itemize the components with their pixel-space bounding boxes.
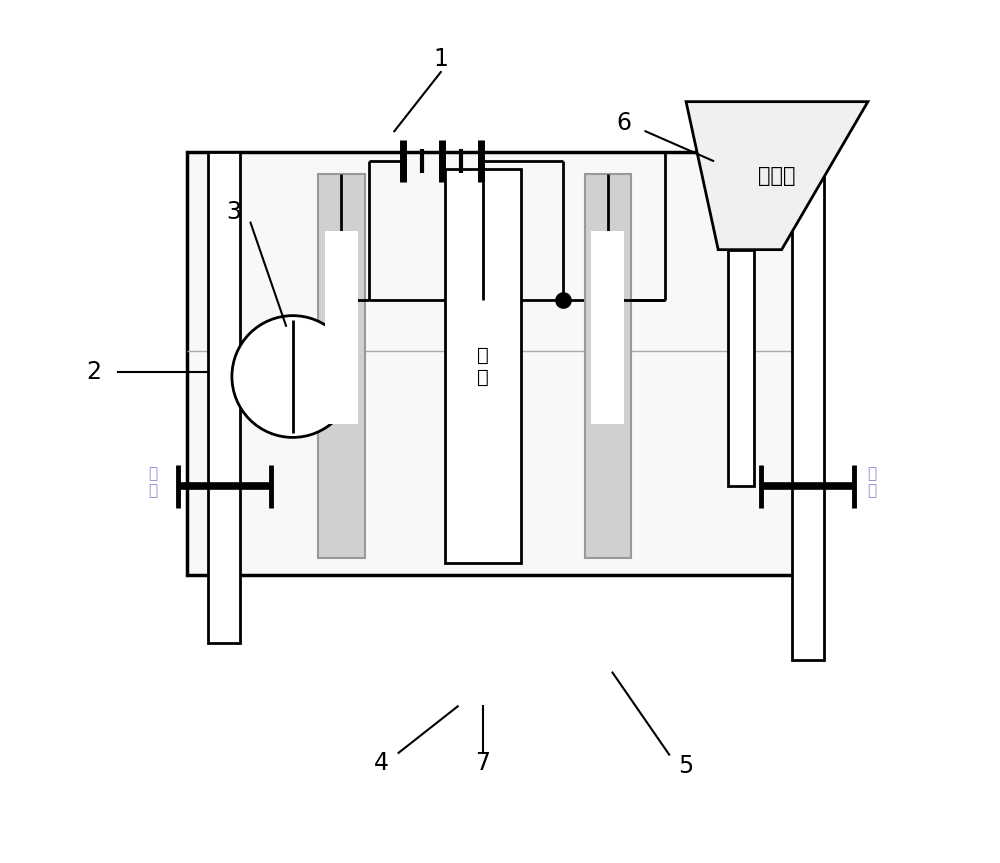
Text: 阀
门: 阀 门 bbox=[868, 466, 877, 499]
Bar bbox=[591, 231, 624, 424]
Text: 阀
门: 阀 门 bbox=[149, 466, 158, 499]
Text: 3: 3 bbox=[226, 199, 241, 224]
Bar bbox=[792, 153, 824, 660]
Bar bbox=[325, 231, 358, 424]
Text: 4: 4 bbox=[374, 751, 389, 775]
Text: 铝
箔: 铝 箔 bbox=[477, 345, 489, 387]
Bar bbox=[318, 173, 365, 558]
Text: 2: 2 bbox=[87, 360, 102, 384]
Text: 6: 6 bbox=[617, 110, 632, 135]
Bar bbox=[208, 153, 240, 643]
Polygon shape bbox=[686, 102, 868, 249]
Text: 5: 5 bbox=[678, 753, 694, 778]
Bar bbox=[728, 249, 754, 487]
Text: 7: 7 bbox=[476, 751, 491, 775]
Bar bbox=[585, 173, 631, 558]
Text: 电溶胶: 电溶胶 bbox=[758, 166, 796, 186]
Text: 1: 1 bbox=[433, 47, 448, 72]
Circle shape bbox=[232, 316, 354, 438]
Bar bbox=[445, 169, 521, 563]
Bar bbox=[187, 153, 804, 576]
